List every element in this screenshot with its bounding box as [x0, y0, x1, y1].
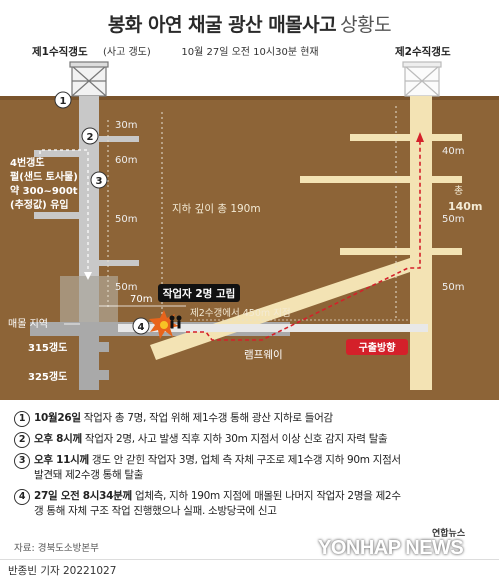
level-315-label: 315갱도	[28, 341, 67, 354]
right-branch-3	[340, 248, 410, 255]
ground-surface	[0, 96, 499, 100]
depth-label-3: 50m	[115, 214, 137, 225]
left-side-stub-1	[99, 136, 139, 142]
right-total-value: 140m	[448, 200, 482, 213]
rescue-path	[186, 140, 421, 341]
mud-note: 4번갱도 펄(샌드 토사물) 약 300~900t (추정값) 유입	[10, 156, 78, 211]
mine-diagram: 10월 27일 오전 10시30분 현재 제1수직갱도 (사고 갱도) 제2수직…	[0, 45, 499, 400]
right-branch-2b	[432, 176, 462, 183]
mud-inflow	[60, 276, 118, 322]
note-2-number: 2	[14, 432, 30, 448]
exit-label: 구출방향	[359, 341, 397, 354]
ramp-label: 램프웨이	[244, 349, 283, 361]
trapped-label: 작업자 2명 고립	[163, 287, 236, 300]
tunnel-325	[79, 370, 109, 380]
note-3-highlight: 오후 11시께	[34, 454, 89, 466]
right-shaft	[410, 96, 432, 390]
note-4: 4 27일 오전 8시34분께 업체측, 지하 190m 지점에 매몰된 나머지…	[14, 489, 409, 519]
time-note: 10월 27일 오전 10시30분 현재	[181, 46, 318, 58]
trapped-callout: 작업자 2명 고립	[158, 284, 240, 302]
left-branch-1	[34, 150, 79, 157]
title-main: 봉화 아연 채굴 광산 매몰사고	[107, 14, 337, 36]
distance-70-label: 70m	[130, 294, 152, 305]
tunnel-315	[79, 342, 109, 352]
marker-4: 4	[132, 317, 150, 335]
exit-callout: 구출방향	[346, 339, 408, 355]
note-1-highlight: 10월26일	[34, 412, 81, 424]
note-2-text: 작업자 2명, 사고 발생 직후 지하 30m 지점서 이상 신호 감지 자력 …	[81, 433, 388, 445]
right-headframe-icon	[402, 61, 442, 97]
rescue-arrow-icon	[416, 132, 424, 142]
page-title: 봉화 아연 채굴 광산 매몰사고 상황도	[0, 10, 499, 37]
note-4-highlight: 27일 오전 8시34분께	[34, 490, 132, 502]
note-1: 1 10월26일 작업자 총 7명, 작업 위해 제1수갱 통해 광산 지하로 …	[14, 411, 409, 427]
left-headframe-icon	[69, 61, 109, 97]
svg-text:4: 4	[138, 322, 145, 333]
brand-watermark: YONHAP NEWS	[318, 537, 464, 559]
level-325-label: 325갱도	[28, 370, 67, 383]
marker-3: 3	[90, 171, 108, 189]
marker-1: 1	[54, 91, 72, 109]
note-4-text: 업체측, 지하 190m 지점에 매몰된 나머지 작업자 2명을 제2수갱 통해…	[34, 490, 401, 517]
right-depth-2: 50m	[442, 214, 464, 225]
brand-small-label: 연합뉴스	[432, 529, 466, 539]
right-total-label: 총	[454, 185, 463, 197]
right-depth-1: 40m	[442, 146, 464, 157]
right-shaft-name: 제2수직갱도	[395, 45, 451, 58]
mud-note-line-2: 펄(샌드 토사물)	[10, 170, 78, 183]
note-2-highlight: 오후 8시께	[34, 433, 82, 445]
mud-note-line-3: 약 300~900t	[10, 184, 78, 197]
note-3-text: 갱도 안 갇힌 작업자 3명, 업체 측 자체 구조로 제1수갱 지하 90m …	[34, 454, 401, 481]
level-buried-label: 매몰 지역	[8, 318, 48, 330]
total-depth-label: 지하 깊이 총 190m	[172, 202, 261, 215]
svg-text:3: 3	[96, 176, 103, 187]
note-1-text: 작업자 총 7명, 작업 위해 제1수갱 통해 광산 지하로 들어감	[80, 412, 333, 424]
right-branch-3b	[432, 248, 462, 255]
svg-text:1: 1	[60, 96, 67, 107]
reporter-credit: 반종빈 기자 20221027	[8, 565, 117, 577]
source-credit: 자료: 경북도소방본부	[14, 543, 99, 554]
depth-label-2: 60m	[115, 155, 137, 166]
note-3-number: 3	[14, 453, 30, 469]
marker-2: 2	[81, 127, 99, 145]
ramp-way	[150, 258, 410, 360]
worker-icon	[169, 315, 182, 329]
note-4-number: 4	[14, 489, 30, 505]
title-sub: 상황도	[340, 14, 392, 36]
note-2: 2 오후 8시께 작업자 2명, 사고 발생 직후 지하 30m 지점서 이상 …	[14, 432, 409, 448]
left-side-stub-2	[99, 260, 139, 266]
note-1-number: 1	[14, 411, 30, 427]
right-depth-3: 50m	[442, 282, 464, 293]
right-branch-1	[350, 134, 410, 141]
depth-label-4: 50m	[115, 282, 137, 293]
left-shaft-note: (사고 갱도)	[103, 46, 151, 58]
mud-note-line-1: 4번갱도	[10, 156, 45, 169]
mud-flow-arrow-icon	[84, 272, 92, 280]
distance-450-label: 제2수갱에서 450m 지점	[190, 307, 291, 319]
note-3: 3 오후 11시께 갱도 안 갇힌 작업자 3명, 업체 측 자체 구조로 제1…	[14, 453, 409, 483]
left-branch-2	[34, 212, 79, 219]
svg-text:2: 2	[87, 132, 94, 143]
connecting-tunnel	[118, 324, 428, 332]
footer-divider	[0, 559, 499, 560]
right-branch-2	[300, 176, 410, 183]
mud-note-line-4: (추정값) 유입	[10, 198, 69, 211]
left-shaft-name: 제1수직갱도	[32, 45, 88, 58]
event-notes: 1 10월26일 작업자 총 7명, 작업 위해 제1수갱 통해 광산 지하로 …	[14, 411, 409, 525]
depth-label-1: 30m	[115, 120, 137, 131]
right-branch-1b	[432, 134, 462, 141]
